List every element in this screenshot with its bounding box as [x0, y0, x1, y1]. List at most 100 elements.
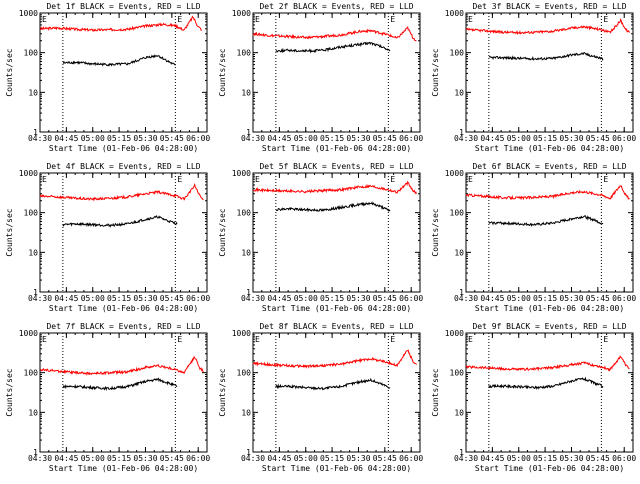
x-axis-label: Start Time (01-Feb-06 04:28:00)	[475, 304, 624, 313]
x-tick-label: 05:45	[373, 454, 397, 463]
x-axis-label: Start Time (01-Feb-06 04:28:00)	[262, 464, 411, 473]
y-tick-label: 1	[459, 288, 464, 297]
event-marker: E	[603, 335, 608, 344]
x-tick-label: 05:15	[107, 294, 131, 303]
y-tick-label: 1	[459, 128, 464, 137]
x-tick-label: 05:00	[294, 134, 318, 143]
plot-svg: Det 1f BLACK = Events, RED = LLD 1 10 100 10…	[5, 2, 210, 153]
event-rate-line	[62, 54, 176, 67]
x-tick-label: 05:00	[81, 294, 105, 303]
lld-rate-line	[252, 180, 417, 195]
plot-svg: Det 4f BLACK = Events, RED = LLD 1 10 100 10…	[5, 162, 210, 313]
plot-svg: Det 8f BLACK = Events, RED = LLD 1 10 100 10…	[218, 322, 423, 473]
x-tick-label: 05:15	[320, 134, 344, 143]
x-tick-label: 04:45	[54, 134, 78, 143]
event-marker: E	[255, 335, 260, 344]
plot-frame	[39, 332, 208, 453]
x-tick-label: 05:45	[586, 294, 610, 303]
x-tick-label: 04:30	[28, 454, 52, 463]
x-tick-label: 04:45	[54, 294, 78, 303]
y-tick-label: 1	[246, 448, 251, 457]
y-axis-label: Counts/sec	[431, 48, 440, 96]
x-tick-label: 05:30	[133, 294, 157, 303]
x-tick-label: 06:00	[399, 454, 423, 463]
y-tick-label: 1000	[19, 9, 38, 18]
x-tick-label: 05:00	[294, 294, 318, 303]
y-tick-label: 1000	[445, 9, 464, 18]
y-axis-label: Counts/sec	[218, 48, 227, 96]
plot-title: Det 7f BLACK = Events, RED = LLD	[46, 322, 200, 331]
x-tick-label: 05:15	[107, 134, 131, 143]
plot-svg: Det 3f BLACK = Events, RED = LLD 1 10 100 10…	[431, 2, 636, 153]
event-marker: E	[42, 335, 47, 344]
x-tick-label: 05:45	[586, 454, 610, 463]
x-tick-label: 06:00	[612, 134, 636, 143]
y-axis-label: Counts/sec	[431, 208, 440, 256]
event-rate-line	[488, 376, 604, 391]
y-tick-label: 1	[459, 448, 464, 457]
x-tick-label: 04:45	[267, 454, 291, 463]
y-tick-label: 100	[237, 369, 252, 378]
x-axis-label: Start Time (01-Feb-06 04:28:00)	[49, 144, 198, 153]
event-marker: E	[390, 15, 395, 24]
event-marker: E	[42, 175, 47, 184]
plot-frame	[465, 12, 634, 133]
x-tick-label: 05:15	[320, 454, 344, 463]
event-marker: E	[255, 175, 260, 184]
plot-svg: Det 9f BLACK = Events, RED = LLD 1 10 100 10…	[431, 322, 636, 473]
x-tick-label: 06:00	[399, 294, 423, 303]
plot-title: Det 8f BLACK = Events, RED = LLD	[259, 322, 413, 331]
plot-title: Det 2f BLACK = Events, RED = LLD	[259, 2, 413, 11]
y-tick-label: 10	[454, 88, 464, 97]
y-axis-label: Counts/sec	[431, 368, 440, 416]
x-tick-label: 04:30	[241, 294, 265, 303]
y-tick-label: 10	[241, 408, 251, 417]
plot-frame	[252, 12, 421, 133]
x-tick-label: 04:45	[54, 454, 78, 463]
y-tick-label: 1000	[232, 9, 251, 18]
y-tick-label: 100	[450, 49, 465, 58]
detector-panel-8: Det 8f BLACK = Events, RED = LLD 1 10 100 10…	[213, 320, 426, 480]
y-tick-label: 100	[450, 209, 465, 218]
event-rate-line	[62, 215, 178, 228]
plot-title: Det 3f BLACK = Events, RED = LLD	[472, 2, 626, 11]
x-tick-label: 05:15	[533, 454, 557, 463]
y-tick-label: 1000	[232, 329, 251, 338]
x-tick-label: 04:30	[241, 454, 265, 463]
x-tick-label: 05:30	[133, 134, 157, 143]
event-marker: E	[468, 335, 473, 344]
y-tick-label: 10	[454, 248, 464, 257]
detector-panel-4: Det 4f BLACK = Events, RED = LLD 1 10 100 10…	[0, 160, 213, 320]
event-marker: E	[177, 15, 182, 24]
x-tick-label: 04:30	[28, 294, 52, 303]
y-axis-label: Counts/sec	[5, 48, 14, 96]
event-rate-line	[488, 52, 604, 61]
x-tick-label: 05:45	[373, 134, 397, 143]
plot-frame	[252, 172, 421, 293]
x-tick-label: 05:00	[507, 454, 531, 463]
y-tick-label: 100	[24, 209, 39, 218]
x-axis-label: Start Time (01-Feb-06 04:28:00)	[475, 144, 624, 153]
plot-title: Det 1f BLACK = Events, RED = LLD	[46, 2, 200, 11]
x-tick-label: 05:30	[346, 454, 370, 463]
event-rate-line	[275, 377, 391, 391]
lld-rate-line	[465, 17, 630, 36]
y-tick-label: 10	[28, 248, 38, 257]
y-axis-label: Counts/sec	[5, 208, 14, 256]
plot-title: Det 4f BLACK = Events, RED = LLD	[46, 162, 200, 171]
plot-title: Det 6f BLACK = Events, RED = LLD	[472, 162, 626, 171]
x-tick-label: 05:00	[81, 134, 105, 143]
x-tick-label: 04:45	[267, 294, 291, 303]
y-tick-label: 10	[28, 408, 38, 417]
x-tick-label: 05:30	[559, 294, 583, 303]
x-tick-label: 05:45	[373, 294, 397, 303]
x-tick-label: 05:30	[346, 134, 370, 143]
x-tick-label: 05:45	[160, 294, 184, 303]
event-marker: E	[177, 175, 182, 184]
x-tick-label: 05:45	[160, 454, 184, 463]
lld-rate-line	[465, 185, 630, 201]
event-rate-line	[62, 377, 178, 392]
x-tick-label: 04:30	[454, 454, 478, 463]
x-tick-label: 05:00	[294, 454, 318, 463]
detector-panel-9: Det 9f BLACK = Events, RED = LLD 1 10 100 10…	[426, 320, 639, 480]
